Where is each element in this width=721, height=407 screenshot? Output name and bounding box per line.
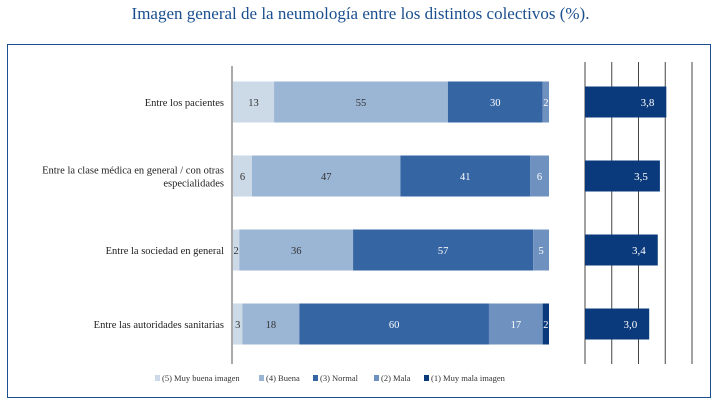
segment-value-label: 6: [240, 172, 245, 183]
category-label: Entre la clase médica en general / con o…: [42, 166, 224, 190]
segment-value-label: 2: [234, 246, 239, 257]
mean-value-label: 3,5: [634, 171, 648, 183]
legend-label: (3) Normal: [320, 373, 359, 383]
stacked-bar-segment: [353, 229, 534, 271]
legend-swatch: [259, 375, 264, 381]
stacked-bar-segment: [533, 229, 549, 271]
mean-bar: [585, 160, 660, 192]
stacked-bar-segment: [233, 81, 275, 123]
chart-frame: [7, 44, 711, 398]
segment-value-label: 57: [438, 246, 449, 257]
stacked-bar-segment: [251, 155, 401, 197]
legend-label: (5) Muy buena imagen: [162, 373, 240, 383]
segment-value-label: 2: [543, 98, 548, 109]
stacked-bar-segment: [542, 303, 549, 345]
stacked-bar-segment: [239, 229, 354, 271]
segment-value-label: 30: [490, 98, 501, 109]
mean-bar: [585, 86, 667, 118]
legend-swatch: [313, 375, 318, 381]
stacked-bar-segment: [233, 155, 252, 197]
category-label-line: Entre la clase médica en general / con o…: [42, 166, 224, 177]
segment-value-label: 55: [356, 98, 367, 109]
legend-swatch: [155, 375, 160, 381]
legend-swatch: [374, 375, 379, 381]
category-label: Entre los pacientes: [145, 98, 224, 109]
segment-value-label: 5: [538, 246, 543, 257]
stacked-bar-segment: [447, 81, 543, 123]
stacked-bar-segment: [542, 81, 549, 123]
category-label-line: Entre la sociedad en general: [106, 246, 224, 257]
segment-value-label: 36: [291, 246, 302, 257]
legend-label: (4) Buena: [266, 373, 300, 383]
mean-value-label: 3,0: [623, 319, 637, 331]
stacked-bar-segment: [299, 303, 489, 345]
stacked-bar-segment: [274, 81, 448, 123]
category-label: Entre la sociedad en general: [106, 246, 224, 257]
stacked-bar-segment: [530, 155, 549, 197]
stacked-bar-segment: [242, 303, 300, 345]
chart-title: Imagen general de la neumología entre lo…: [131, 4, 590, 23]
segment-value-label: 18: [266, 320, 277, 331]
segment-value-label: 6: [537, 172, 542, 183]
legend-swatch: [424, 375, 429, 381]
legend-label: (1) Muy mala imagen: [431, 373, 506, 383]
mean-value-label: 3,4: [632, 245, 646, 257]
category-label: Entre las autoridades sanitarias: [94, 320, 224, 331]
stacked-bar-segment: [488, 303, 543, 345]
legend-label: (2) Mala: [381, 373, 411, 383]
segment-value-label: 13: [248, 98, 259, 109]
segment-value-label: 17: [511, 320, 522, 331]
stacked-bar-segment: [400, 155, 531, 197]
mean-value-label: 3,8: [641, 97, 655, 109]
category-label-line: especialidades: [163, 179, 224, 190]
segment-value-label: 47: [321, 172, 332, 183]
category-label-line: Entre las autoridades sanitarias: [94, 320, 224, 331]
mean-bar: [585, 308, 650, 340]
segment-value-label: 60: [389, 320, 400, 331]
category-label-line: Entre los pacientes: [145, 98, 224, 109]
mean-bar: [585, 234, 658, 266]
stacked-bar-segment: [233, 229, 240, 271]
stacked-bar-segment: [233, 303, 243, 345]
segment-value-label: 2: [543, 320, 548, 331]
segment-value-label: 41: [460, 172, 471, 183]
segment-value-label: 3: [235, 320, 240, 331]
